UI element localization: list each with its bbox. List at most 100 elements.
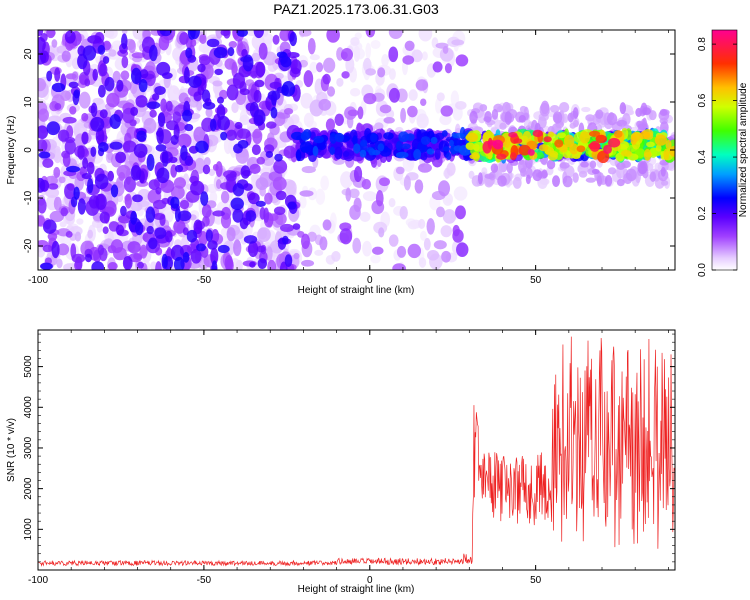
spectrogram-blob [313, 135, 325, 144]
spectrogram-blob [177, 133, 192, 148]
spectrogram-blob [442, 209, 457, 224]
spectrogram-blob [532, 129, 543, 138]
spectrogram-blob [174, 164, 184, 173]
spectrogram-blob [562, 175, 573, 188]
spectrogram-blob [353, 143, 361, 154]
spectrogram-blob [581, 106, 591, 113]
spectrogram-blob [227, 46, 235, 57]
spectrogram-blob [273, 159, 288, 174]
spectrogram-blob [589, 141, 601, 152]
spectrogram-blob [199, 34, 207, 44]
spectrogram-blob [379, 104, 392, 114]
spectrogram-blob [365, 68, 377, 76]
spectrogram-blob [504, 111, 512, 125]
spectrogram-blob [217, 115, 230, 131]
spectrogram-blob [38, 108, 49, 122]
spectrogram-blob [660, 180, 669, 186]
snr-x-tick-label: 50 [530, 575, 542, 586]
spectrogram-blob [247, 192, 260, 205]
spectrogram-blob [223, 136, 232, 155]
spectrogram-blob [469, 110, 478, 124]
spectrogram-blob [580, 161, 589, 168]
spectrogram-blob [58, 176, 66, 184]
spectrogram-blob [120, 205, 127, 217]
spectrogram-blob [374, 122, 384, 131]
spectrogram-blob [535, 152, 545, 160]
spectrogram-blob [95, 127, 105, 145]
spectrogram-blob [353, 166, 363, 183]
spectrogram-blob [396, 245, 407, 258]
spectrogram-blob [82, 157, 89, 169]
spectrogram-blob [190, 180, 205, 196]
spectrogram-blob [48, 115, 62, 123]
spectrogram-blob [370, 39, 381, 49]
spectrogram-blob [146, 101, 161, 109]
spectrogram-blob [193, 219, 203, 235]
spectrogram-blob [411, 49, 423, 63]
spectrogram-blob [198, 42, 211, 53]
spectrogram-blob [42, 219, 57, 234]
spectrogram-y-tick-label: 10 [23, 96, 34, 108]
spectrogram-blob [82, 45, 97, 61]
spectrogram-blob [552, 175, 560, 187]
spectrogram-blob [408, 89, 418, 101]
spectrogram-blob [68, 81, 79, 89]
spectrogram-blob [209, 118, 217, 132]
spectrogram-blob [589, 160, 597, 169]
spectrogram-blob [194, 157, 206, 174]
spectrogram-blob [135, 95, 148, 108]
spectrogram-blob [61, 50, 71, 62]
spectrogram-blob [630, 134, 637, 146]
spectrogram-blob [208, 168, 216, 177]
spectrogram-blob [90, 102, 98, 118]
colorbar-tick-label: 0.0 [697, 263, 708, 277]
spectrogram-blob [40, 262, 53, 270]
spectrogram-blob [541, 169, 548, 179]
spectrogram-blob [334, 113, 344, 126]
spectrogram-blob [538, 144, 549, 152]
spectrogram-blob [402, 55, 415, 65]
spectrogram-blob [51, 82, 66, 93]
spectrogram-blob [659, 108, 668, 117]
spectrogram-blob [130, 210, 138, 225]
spectrogram-blob [235, 259, 243, 270]
spectrogram-blob [182, 227, 189, 236]
spectrogram-blob [165, 230, 173, 243]
spectrogram-blob [108, 49, 117, 57]
spectrogram-blob [224, 254, 233, 270]
spectrogram-blob [356, 122, 363, 132]
spectrogram-blob [51, 240, 60, 259]
spectrogram-blob [53, 196, 62, 211]
spectrogram-blob [198, 55, 211, 66]
spectrogram-blob [94, 173, 109, 190]
spectrogram-blob [327, 86, 336, 97]
spectrogram-blob [107, 170, 115, 182]
spectrogram-blob [455, 54, 469, 67]
spectrogram-blob [420, 230, 427, 241]
spectrogram-blob [182, 109, 193, 122]
spectrogram-blob [292, 223, 301, 230]
spectrogram-blob [221, 206, 232, 220]
spectrogram-blob [46, 70, 53, 82]
spectrogram-blob [347, 109, 359, 117]
spectrogram-blob [214, 68, 224, 76]
spectrogram-blob [433, 240, 447, 250]
spectrogram-blob [251, 52, 261, 62]
spectrogram-blob [212, 210, 225, 217]
spectrogram-blob [251, 144, 261, 156]
spectrogram-blob [518, 115, 526, 123]
spectrogram-blob [375, 190, 384, 207]
spectrogram-blob [281, 80, 296, 97]
spectrogram-blob [173, 177, 187, 189]
snr-y-ticks: 1000 2000 3000 4000 5000 [23, 333, 675, 563]
spectrogram-blob [196, 100, 203, 111]
spectrogram-blob [426, 218, 435, 235]
spectrogram-blob [207, 240, 218, 250]
spectrogram-blob [370, 254, 381, 264]
spectrogram-blob [257, 258, 268, 269]
spectrogram-blob [46, 30, 56, 39]
colorbar-ticks: 0.0 0.2 0.4 0.6 0.8 [697, 37, 737, 277]
spectrogram-blob [155, 187, 162, 195]
spectrogram-blob [552, 111, 563, 124]
spectrogram-blob [205, 107, 213, 118]
